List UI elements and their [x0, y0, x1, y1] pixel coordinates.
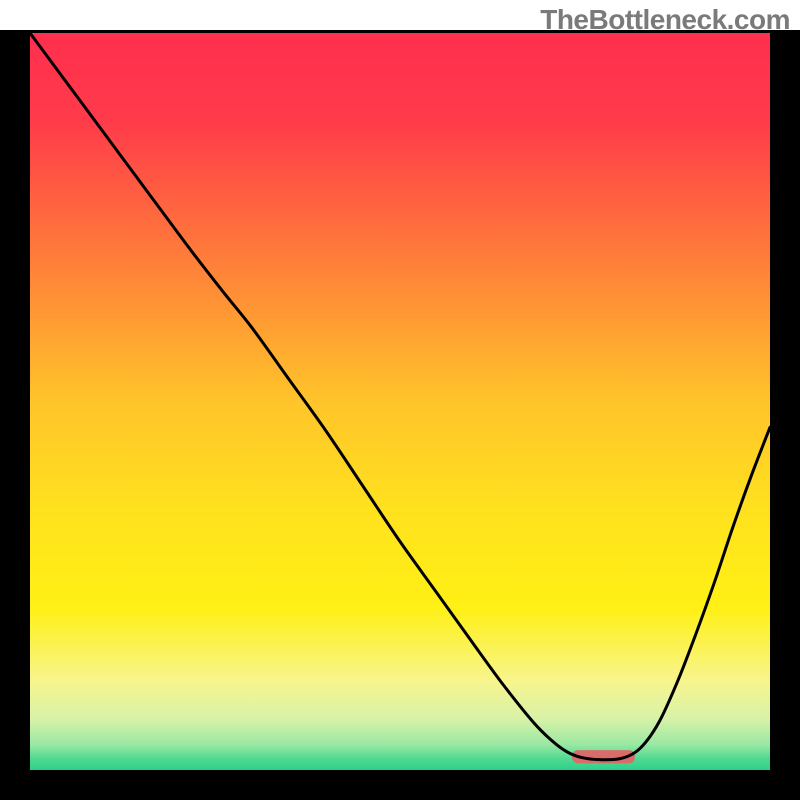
chart-background-gradient [30, 33, 770, 770]
bottleneck-chart [0, 0, 800, 800]
border-bottom [0, 770, 800, 800]
border-left [0, 30, 30, 800]
watermark-text: TheBottleneck.com [540, 4, 790, 36]
border-right [770, 30, 800, 800]
